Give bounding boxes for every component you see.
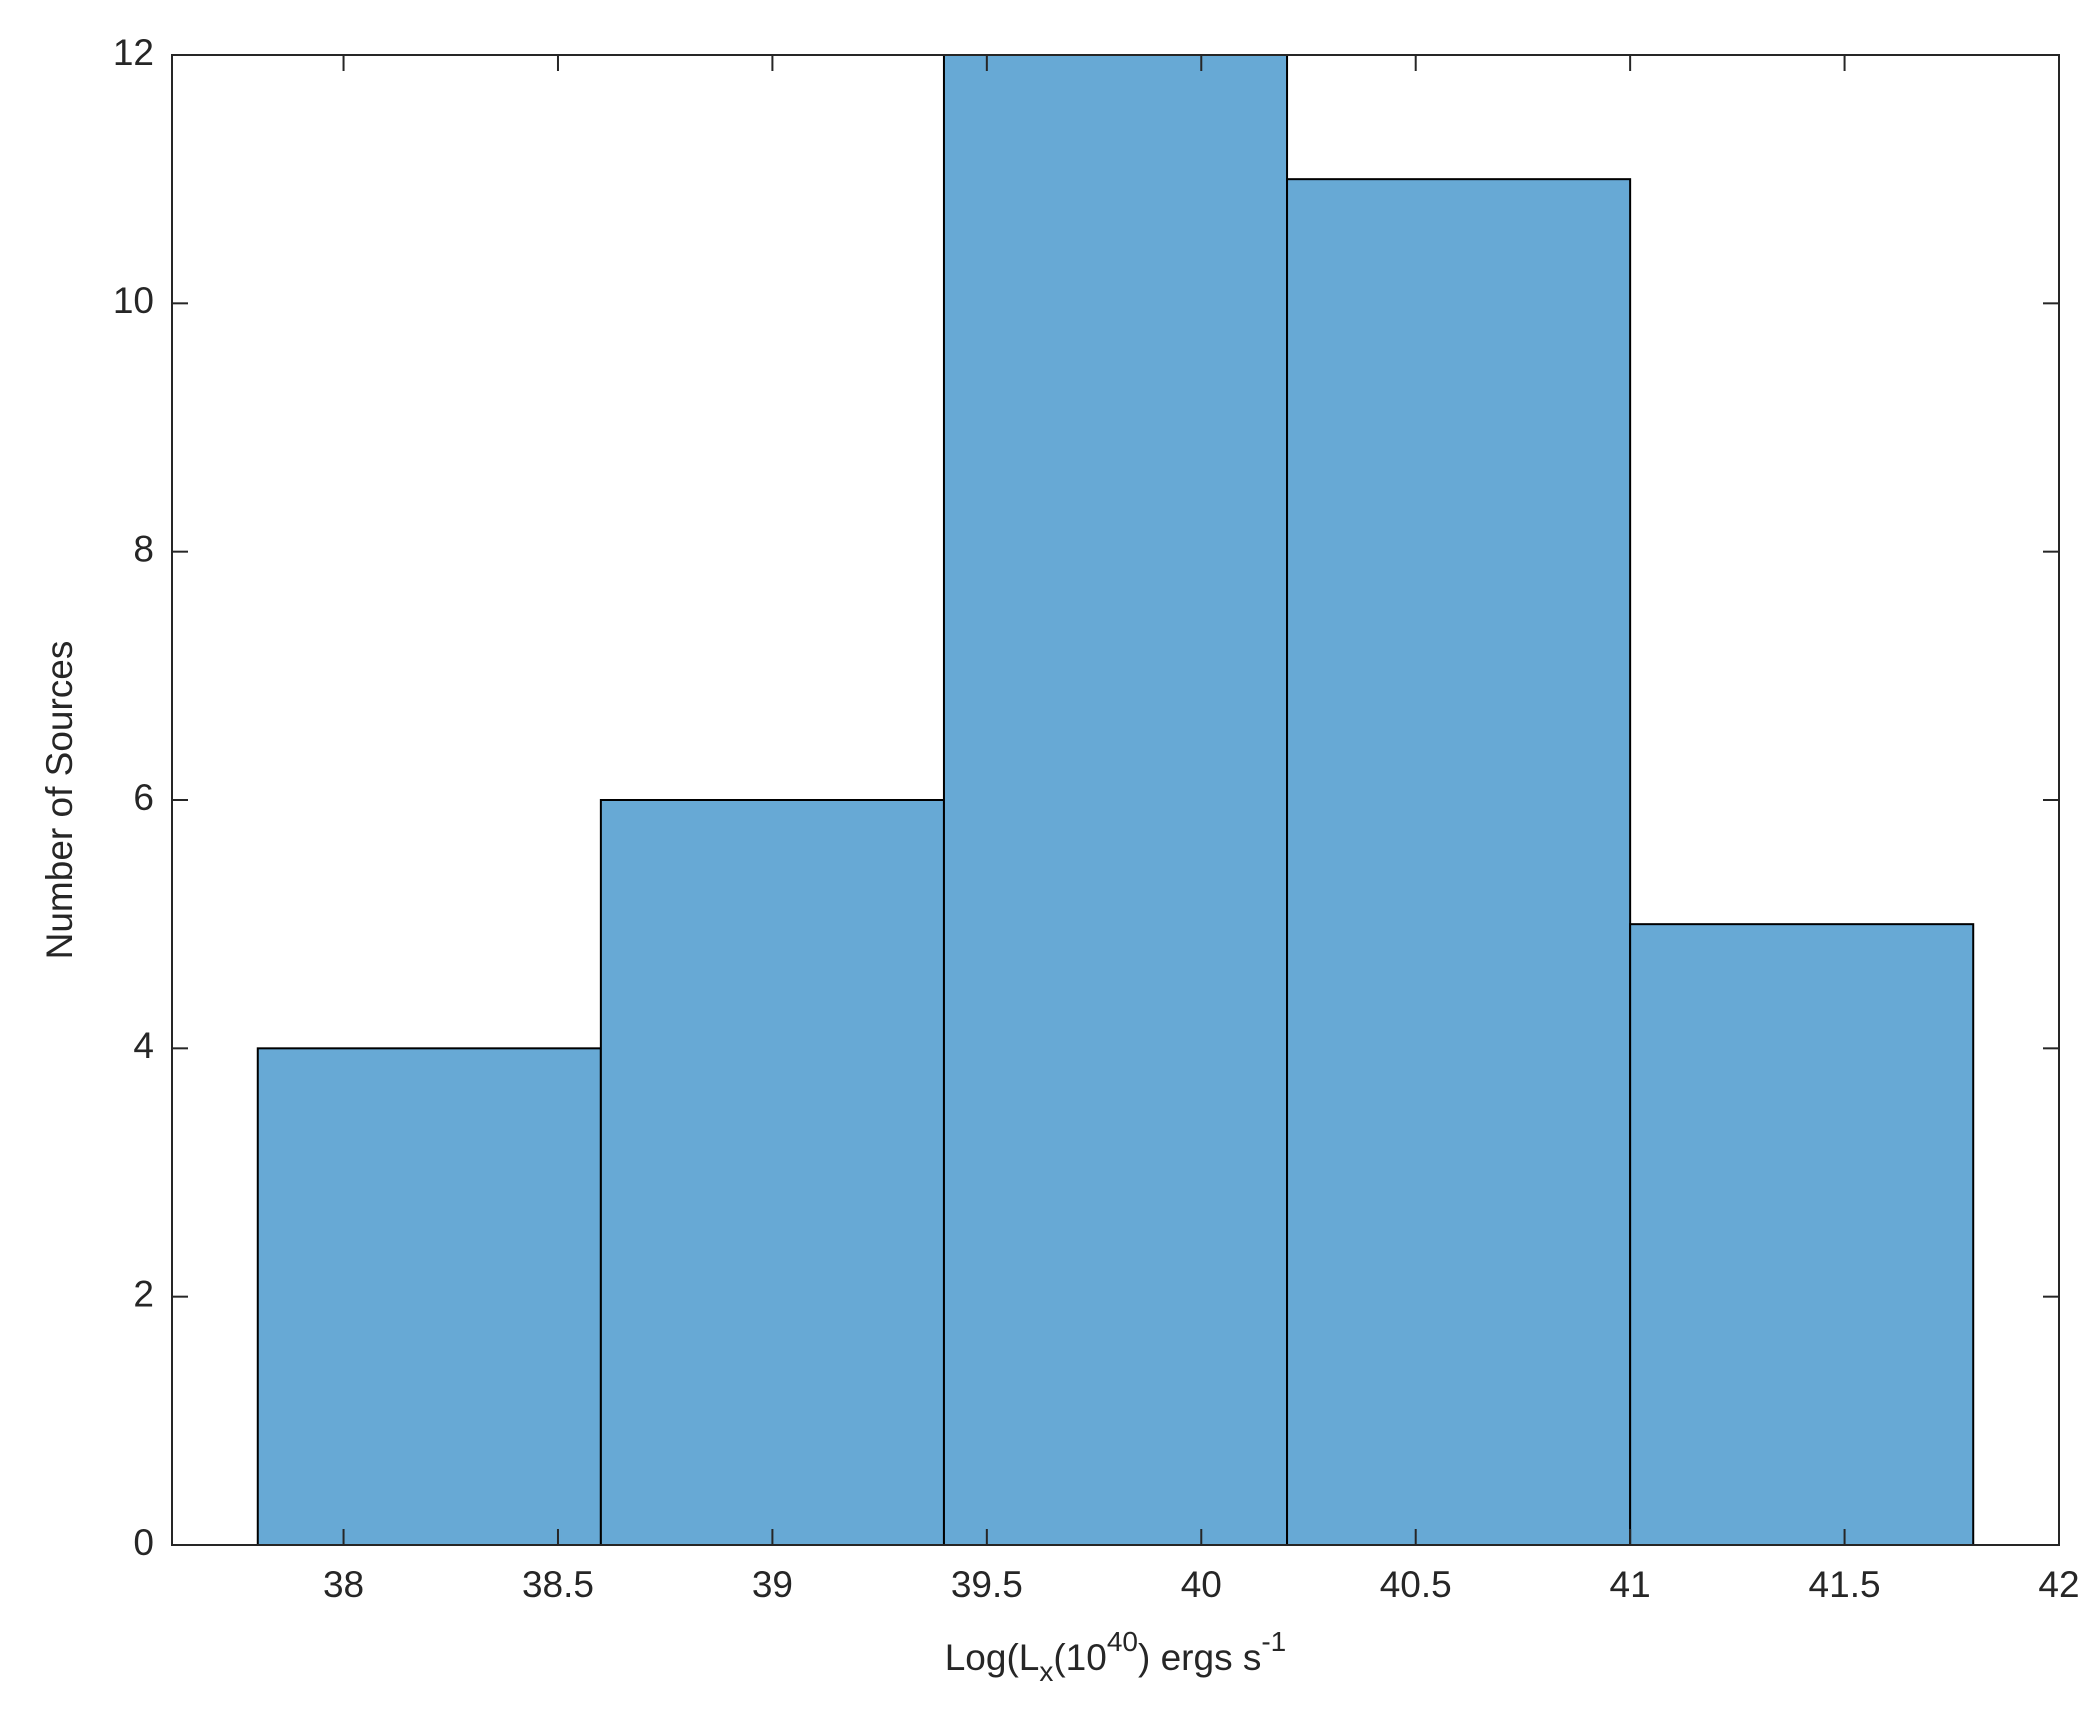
x-axis-label-part: -1	[1261, 1626, 1286, 1657]
bar	[256, 1047, 602, 1547]
x-tick-label: 41.5	[1809, 1564, 1881, 1605]
bar	[942, 54, 1289, 1546]
y-tick-label: 4	[133, 1025, 154, 1066]
bar	[599, 799, 945, 1546]
y-tick-label: 2	[133, 1273, 154, 1314]
y-tick-label: 10	[113, 280, 154, 321]
x-tick-label: 41	[1610, 1564, 1651, 1605]
x-axis-label-part: Log(L	[945, 1637, 1040, 1678]
y-tick-label: 0	[133, 1522, 154, 1563]
bar	[1286, 178, 1632, 1547]
x-tick-label: 42	[2038, 1564, 2079, 1605]
x-tick-label: 38	[323, 1564, 364, 1605]
y-tick-label: 6	[133, 777, 154, 818]
x-axis-label-part: x	[1039, 1656, 1053, 1687]
x-axis-label-part: (10	[1053, 1637, 1106, 1678]
x-axis-label: Log(Lx(1040) ergs s-1	[945, 1626, 1287, 1687]
x-tick-label: 40	[1181, 1564, 1222, 1605]
y-tick-label: 8	[133, 528, 154, 569]
x-axis-label-part: ) ergs s	[1138, 1637, 1261, 1678]
x-tick-label: 40.5	[1380, 1564, 1452, 1605]
x-tick-label: 39.5	[951, 1564, 1023, 1605]
y-tick-label: 12	[113, 32, 154, 73]
x-axis-label-part: 40	[1107, 1626, 1138, 1657]
x-tick-label: 38.5	[522, 1564, 594, 1605]
y-axis-label: Number of Sources	[39, 641, 80, 960]
x-tick-label: 39	[752, 1564, 793, 1605]
bar	[1629, 923, 1975, 1546]
